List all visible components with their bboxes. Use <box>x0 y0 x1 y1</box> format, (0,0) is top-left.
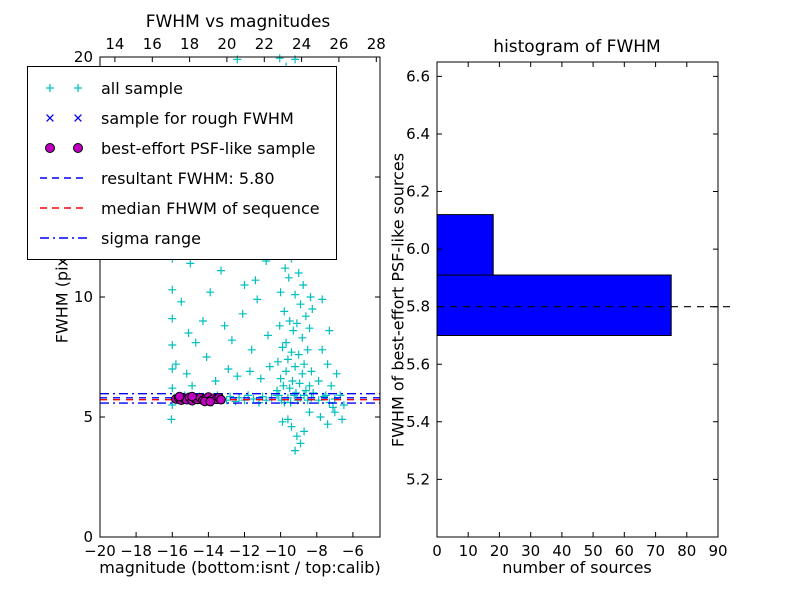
svg-text:6.6: 6.6 <box>406 67 430 85</box>
svg-text:20: 20 <box>217 35 236 53</box>
legend-item-label: sample for rough FWHM <box>101 108 294 128</box>
svg-text:16: 16 <box>143 35 162 53</box>
right-axis-ticks <box>436 62 719 537</box>
svg-text:5.4: 5.4 <box>406 413 430 431</box>
right-plot: 0 10 20 30 40 50 60 70 80 90 5.2 5.4 5.6 5.8 6.0 6.2 6.4… <box>406 61 734 560</box>
svg-text:−6: −6 <box>342 542 364 560</box>
legend-item-label: all sample <box>101 78 183 98</box>
histogram-bar <box>436 214 494 276</box>
legend-item-label: sigma range <box>101 228 201 248</box>
svg-text:10: 10 <box>459 542 478 560</box>
x-legend-marker-icon <box>46 114 82 122</box>
svg-text:5.2: 5.2 <box>406 470 430 488</box>
legend-item-label: median FHWM of sequence <box>101 198 320 218</box>
svg-text:22: 22 <box>255 35 274 53</box>
svg-text:28: 28 <box>367 35 386 53</box>
svg-text:−20: −20 <box>84 542 116 560</box>
reference-lines <box>100 393 380 404</box>
right-tick-labels: 0 10 20 30 40 50 60 70 80 90 5.2 5.4 5.6 5.8 6.0 6.2 6.4… <box>406 67 727 560</box>
histogram-bars <box>436 214 672 336</box>
svg-text:70: 70 <box>646 542 665 560</box>
left-axis-ticks <box>99 56 380 538</box>
svg-text:5.6: 5.6 <box>406 355 430 373</box>
svg-text:30: 30 <box>521 542 540 560</box>
legend-item-all-sample: all sample <box>36 73 320 103</box>
legend-item-sample-for-rough-fwhm: sample for rough FWHM <box>36 103 320 133</box>
svg-text:18: 18 <box>180 35 199 53</box>
left-plot: −20 −18 −16 −14 −12 −10 −8 −6 14 16 18 20 22 24 26 28 0 5… <box>74 35 386 560</box>
svg-text:6.4: 6.4 <box>406 125 430 143</box>
svg-text:−10: −10 <box>265 542 297 560</box>
legend-item-label: resultant FWHM: 5.80 <box>101 168 275 188</box>
svg-text:−14: −14 <box>193 542 225 560</box>
circle-legend-marker-icon <box>45 143 83 153</box>
left-yaxis-label: FWHM (pix) <box>52 250 72 344</box>
svg-text:5.8: 5.8 <box>406 298 430 316</box>
right-axes-frame <box>436 61 719 538</box>
right-chart-title: histogram of FWHM <box>493 37 661 57</box>
svg-text:20: 20 <box>74 48 93 66</box>
svg-text:60: 60 <box>615 542 634 560</box>
legend-item-best-effort-psf-like-sample: best-effort PSF-like sample <box>36 133 320 163</box>
legend-item-label: best-effort PSF-like sample <box>101 138 316 158</box>
svg-text:0: 0 <box>83 528 93 546</box>
svg-text:−18: −18 <box>120 542 152 560</box>
svg-text:26: 26 <box>329 35 348 53</box>
svg-text:90: 90 <box>708 542 727 560</box>
legend-item-sigma-range: sigma range <box>36 223 320 253</box>
right-yaxis-label: FWHM of best-effort PSF-like sources <box>388 152 408 448</box>
svg-text:−12: −12 <box>229 542 261 560</box>
right-xaxis-label: number of sources <box>502 558 652 577</box>
left-xaxis-label: magnitude (bottom:isnt / top:calib) <box>99 558 381 577</box>
plus-legend-marker-icon <box>46 84 82 92</box>
svg-text:5: 5 <box>83 408 93 426</box>
svg-text:−8: −8 <box>306 542 328 560</box>
svg-text:20: 20 <box>490 542 509 560</box>
svg-text:6.2: 6.2 <box>406 183 430 201</box>
left-chart-title: FWHM vs magnitudes <box>145 12 331 32</box>
svg-text:6.0: 6.0 <box>406 240 430 258</box>
dashed-line-legend-marker-icon <box>40 207 88 209</box>
svg-text:14: 14 <box>105 35 124 53</box>
legend: all sample sample for rough FWHM best-effo… <box>27 66 337 260</box>
legend-item-median-fhwm-of-sequence: median FHWM of sequence <box>36 193 320 223</box>
dashed-line-legend-marker-icon <box>40 177 88 179</box>
dashdot-line-legend-marker-icon <box>40 237 88 239</box>
svg-text:10: 10 <box>74 288 93 306</box>
psf-sample-points <box>171 391 226 407</box>
svg-text:−16: −16 <box>156 542 188 560</box>
left-tick-labels: −20 −18 −16 −14 −12 −10 −8 −6 14 16 18 20 22 24 26 28 0 5… <box>74 35 386 560</box>
legend-item-resultant-fwhm-5-80: resultant FWHM: 5.80 <box>36 163 320 193</box>
svg-text:80: 80 <box>677 542 696 560</box>
svg-text:0: 0 <box>432 542 442 560</box>
svg-text:50: 50 <box>584 542 603 560</box>
svg-text:24: 24 <box>292 35 311 53</box>
svg-text:40: 40 <box>552 542 571 560</box>
histogram-bar <box>436 274 672 336</box>
